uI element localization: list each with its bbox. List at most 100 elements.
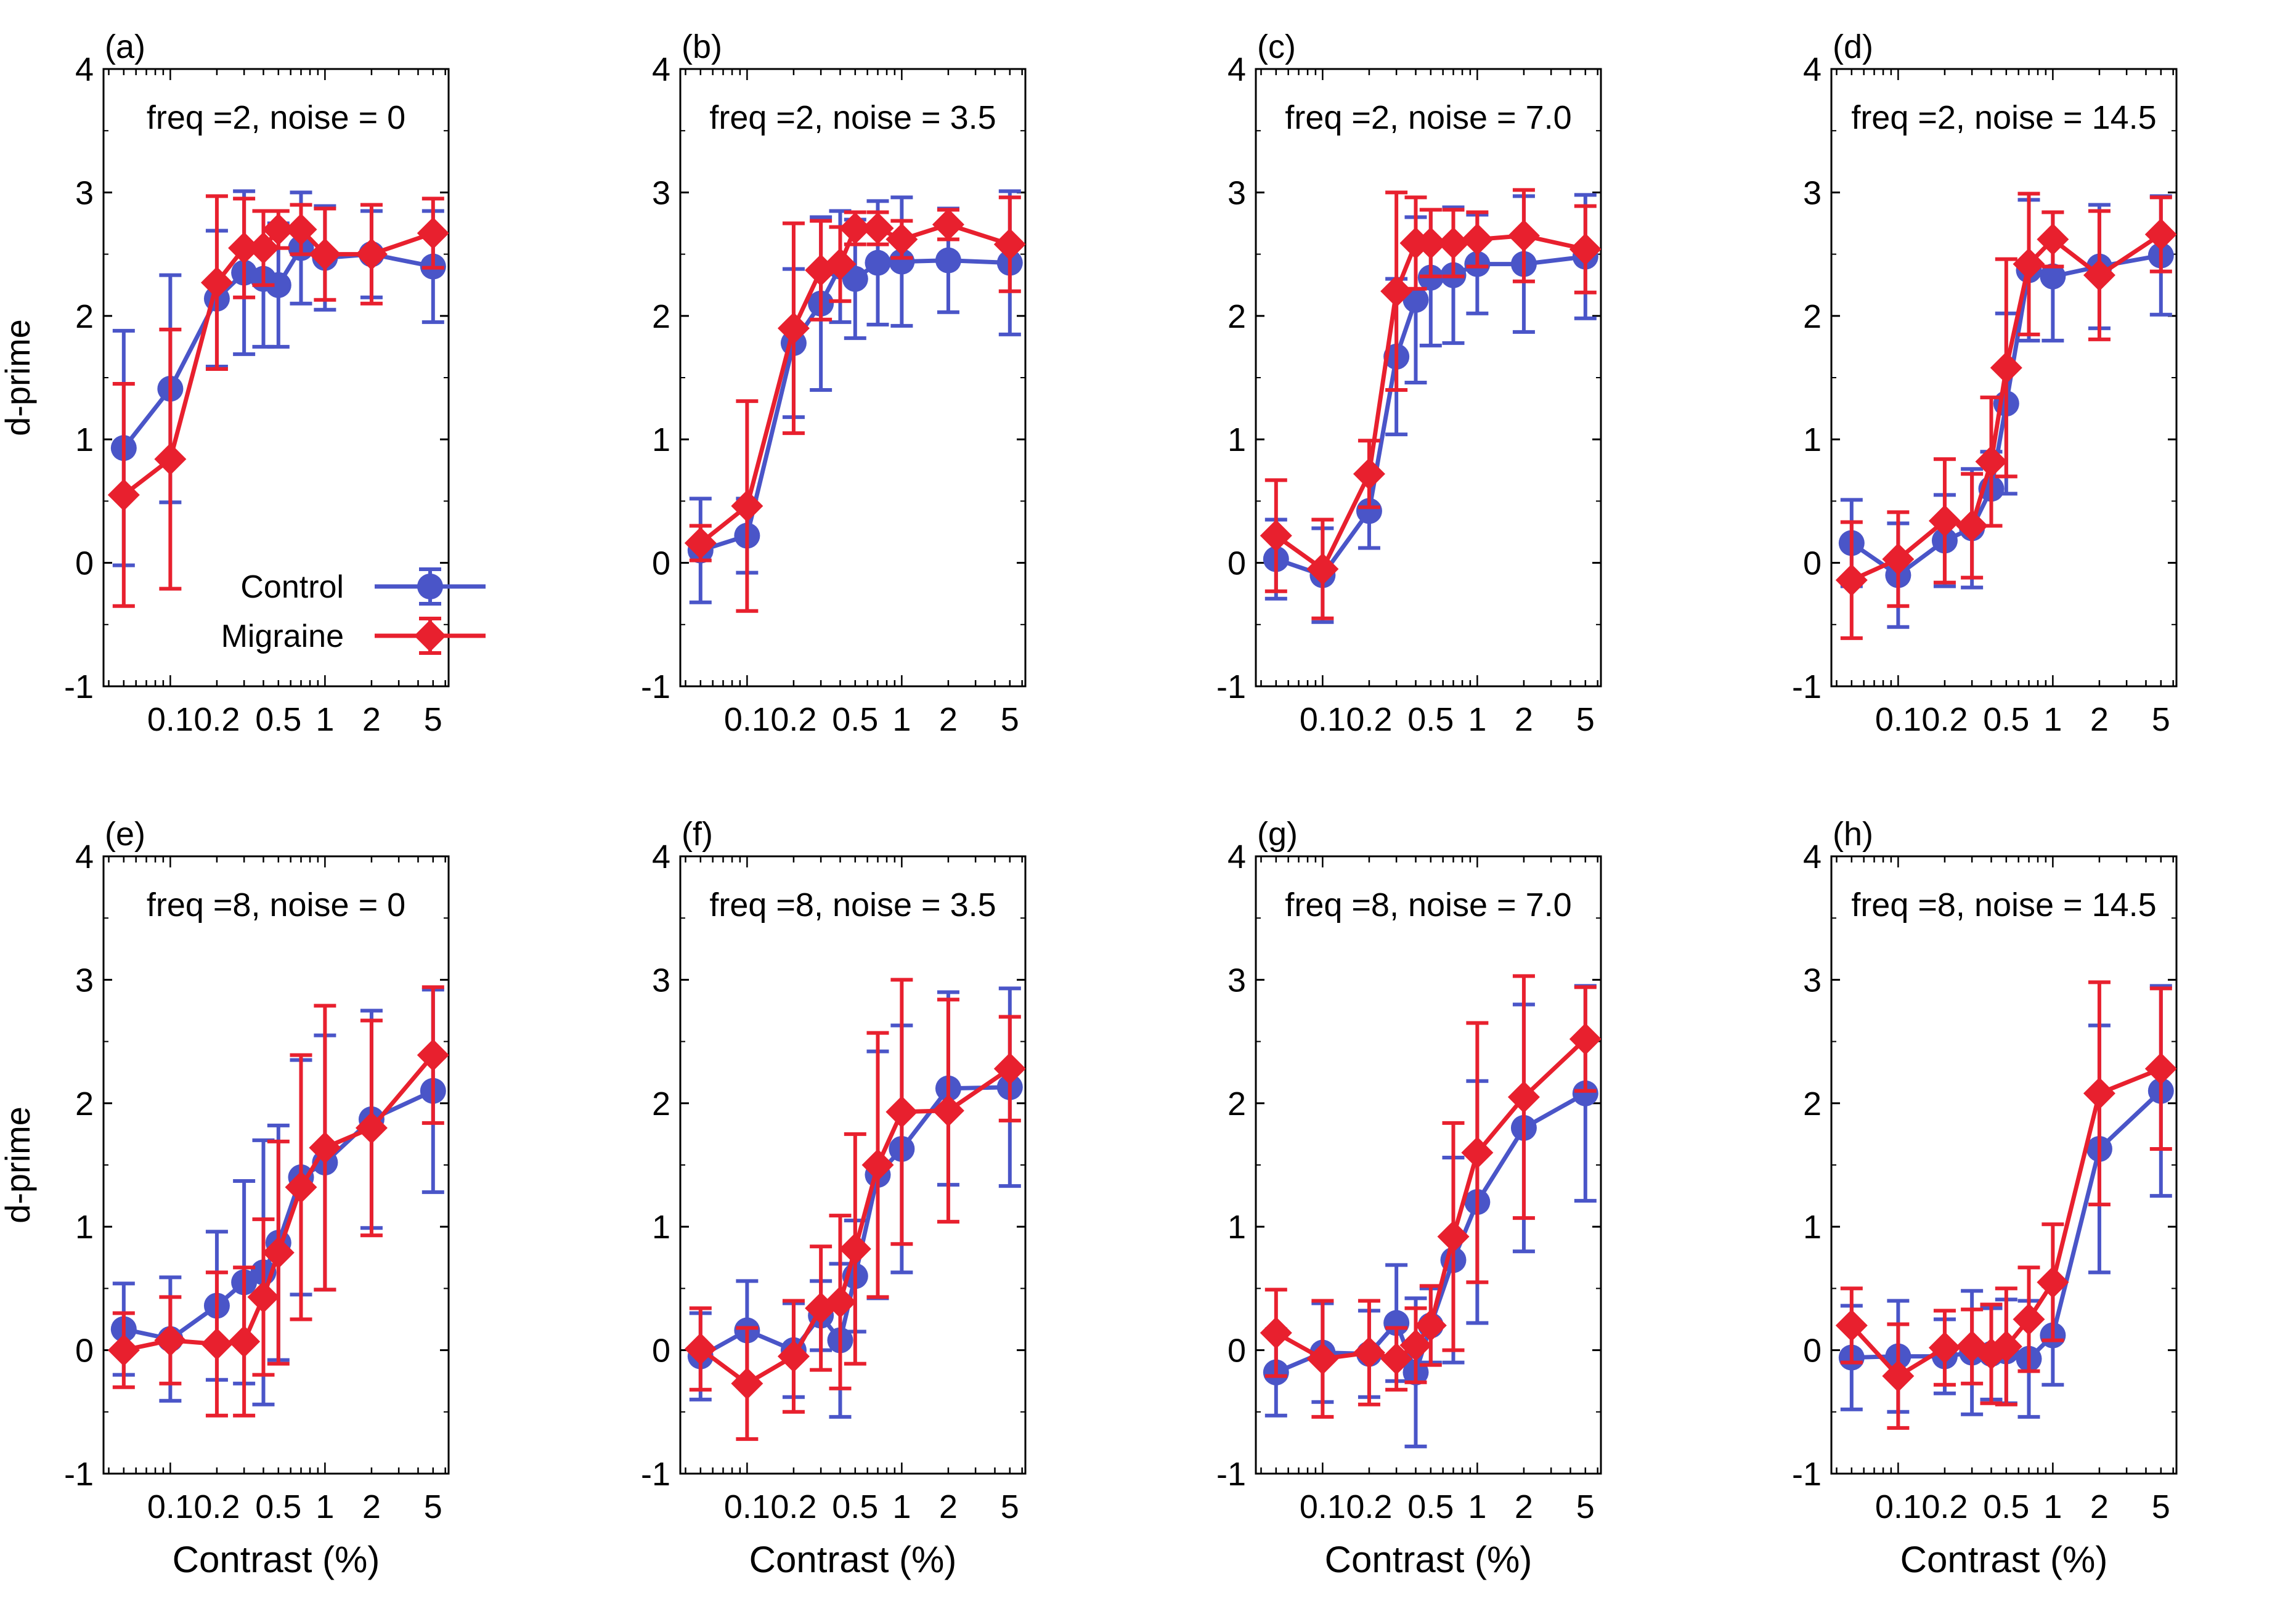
legend-marker-control — [417, 574, 443, 599]
y-tick-label: 0 — [75, 545, 94, 582]
data-point-migraine — [2144, 218, 2176, 251]
y-tick-label: 2 — [1227, 1086, 1246, 1122]
data-point-control — [935, 247, 961, 274]
series-migraine — [107, 194, 449, 608]
y-tick-label: 1 — [652, 1209, 670, 1246]
panel-title: freq =8, noise = 14.5 — [1851, 887, 2156, 923]
data-point-migraine — [2083, 259, 2115, 291]
data-point-migraine — [262, 1236, 295, 1269]
legend: Control Migraine — [221, 567, 486, 655]
data-point-migraine — [107, 1334, 140, 1366]
x-tick-label: 2 — [362, 1488, 381, 1525]
y-tick-label: 1 — [75, 1209, 94, 1246]
panel-title: freq =8, noise = 3.5 — [709, 887, 996, 923]
data-point-control — [865, 250, 891, 276]
panel-title: freq =2, noise = 7.0 — [1285, 99, 1571, 136]
x-tick-label: 0.2 — [1346, 701, 1392, 738]
data-point-migraine — [1260, 519, 1292, 552]
data-point-migraine — [1569, 233, 1601, 266]
panel-label: (h) — [1833, 816, 1873, 853]
data-point-migraine — [1990, 1330, 2022, 1363]
y-tick-label: 3 — [75, 174, 94, 211]
data-point-migraine — [1835, 564, 1868, 596]
y-tick-label: 0 — [1227, 545, 1246, 582]
data-point-migraine — [1882, 1360, 1915, 1392]
series-line — [1275, 1037, 1587, 1362]
y-tick-label: -1 — [1216, 1456, 1246, 1493]
y-tick-label: 4 — [652, 838, 670, 875]
data-point-migraine — [1260, 1317, 1292, 1349]
x-tick-label: 0.5 — [255, 701, 301, 738]
y-tick-label: 1 — [1227, 421, 1246, 458]
x-tick-label: 2 — [362, 701, 381, 738]
data-point-migraine — [684, 1333, 717, 1365]
x-tick-label: 2 — [2090, 1488, 2109, 1525]
x-tick-label: 1 — [892, 1488, 911, 1525]
series-line — [699, 1066, 1011, 1386]
y-tick-label: 0 — [1803, 545, 1822, 582]
series-line — [122, 227, 434, 497]
y-tick-label: 1 — [1227, 1209, 1246, 1246]
data-point-migraine — [1306, 553, 1339, 585]
data-point-migraine — [417, 1039, 449, 1071]
data-point-migraine — [993, 1052, 1025, 1085]
data-point-migraine — [1569, 1023, 1601, 1055]
x-tick-label: 5 — [2152, 1488, 2170, 1525]
x-tick-label: 1 — [2043, 1488, 2062, 1525]
data-point-migraine — [839, 1233, 871, 1265]
series-migraine — [1835, 980, 2176, 1430]
x-tick-label: 0.5 — [832, 1488, 878, 1525]
x-axis-label: Contrast (%) — [1900, 1539, 2108, 1580]
data-point-migraine — [1399, 1329, 1432, 1362]
x-tick-label: 0.2 — [770, 1488, 816, 1525]
data-point-migraine — [2083, 1077, 2115, 1110]
x-tick-label: 0.1 — [147, 701, 193, 738]
data-point-migraine — [1928, 505, 1961, 537]
data-point-migraine — [1835, 1309, 1868, 1342]
data-point-migraine — [1380, 275, 1413, 307]
data-point-migraine — [2013, 248, 2045, 280]
x-tick-label: 0.5 — [255, 1488, 301, 1525]
x-tick-label: 5 — [1576, 701, 1595, 738]
x-tick-label: 0.2 — [1346, 1488, 1392, 1525]
data-point-migraine — [355, 1111, 388, 1144]
x-tick-label: 5 — [1576, 1488, 1595, 1525]
x-tick-label: 0.2 — [193, 1488, 240, 1525]
data-point-migraine — [932, 1094, 964, 1127]
data-point-migraine — [1353, 1336, 1385, 1369]
series-control — [1263, 984, 1598, 1448]
y-tick-label: 4 — [1227, 51, 1246, 88]
y-tick-label: 1 — [652, 421, 670, 458]
series-migraine — [1835, 192, 2176, 640]
y-tick-label: 0 — [1803, 1333, 1822, 1370]
data-point-migraine — [885, 223, 918, 256]
series-line — [1850, 253, 2162, 578]
y-axis-label: d-prime — [0, 319, 37, 436]
series-migraine — [107, 985, 449, 1418]
data-point-migraine — [2013, 1303, 2045, 1336]
data-point-migraine — [993, 228, 1025, 261]
data-point-migraine — [1437, 227, 1470, 259]
series-migraine — [1260, 974, 1601, 1419]
y-tick-label: 0 — [652, 1333, 670, 1370]
x-tick-label: 5 — [424, 701, 442, 738]
data-point-control — [1572, 1080, 1598, 1106]
x-tick-label: 0.5 — [1407, 1488, 1454, 1525]
x-tick-label: 0.5 — [832, 701, 878, 738]
x-tick-label: 5 — [2152, 701, 2170, 738]
y-tick-label: 4 — [652, 51, 670, 88]
y-tick-label: 0 — [652, 545, 670, 582]
y-axis-label: d-prime — [0, 1106, 37, 1224]
plot-frame — [1830, 855, 2178, 1475]
x-tick-label: 0.1 — [1875, 701, 1921, 738]
y-tick-label: 2 — [652, 1086, 670, 1122]
data-point-migraine — [1414, 1309, 1447, 1342]
data-point-migraine — [1414, 227, 1447, 259]
y-tick-label: 3 — [1803, 962, 1822, 999]
x-axis-label: Contrast (%) — [1325, 1539, 1533, 1580]
series-migraine — [684, 195, 1025, 613]
data-point-migraine — [2144, 1052, 2176, 1085]
